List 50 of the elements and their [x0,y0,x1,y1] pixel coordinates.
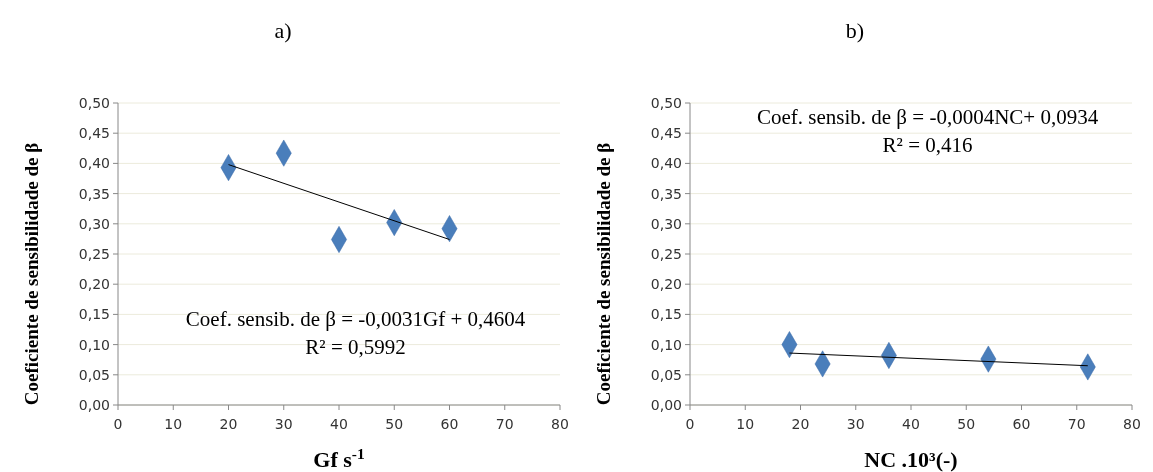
y-tick-label: 0,05 [78,366,110,383]
x-tick-label: 10 [164,416,183,432]
chart-title: b) [845,18,865,43]
x-tick-label: 0 [685,416,695,432]
y-tick-label: 0,50 [78,94,110,111]
y-tick-label: 0,05 [650,366,682,383]
annotation: R² = 0,5992 [305,335,406,360]
x-tick-label: 40 [330,416,348,432]
annotation: Coef. sensib. de β = -0,0031Gf + 0,4604 [185,307,526,332]
y-tick-label: 0,15 [78,306,110,323]
y-tick-label: 0,40 [78,155,110,172]
y-axis-title: Coeficiente de sensibilidade de β [21,142,42,406]
x-tick-label: 30 [274,416,293,432]
annotation: Coef. sensib. de β = -0,0004NC+ 0,0934 [756,105,1099,130]
x-tick-label: 80 [1123,416,1141,432]
x-axis-title: Gf s$^{-1}$ [313,444,365,472]
y-tick-label: 0,15 [650,306,682,323]
x-tick-label: 0 [113,416,123,432]
y-tick-label: 0,45 [650,125,682,142]
x-tick-label: 20 [791,416,810,432]
y-tick-label: 0,25 [650,245,682,262]
y-tick-label: 0,40 [650,155,682,172]
chart-title: a) [274,18,292,43]
y-tick-label: 0,20 [650,276,682,293]
y-tick-label: 0,45 [78,125,110,142]
x-tick-label: 80 [551,416,569,432]
x-tick-label: 30 [846,416,865,432]
x-tick-label: 50 [957,416,976,432]
y-tick-label: 0,10 [78,336,110,353]
y-tick-label: 0,20 [78,276,110,293]
x-tick-label: 10 [736,416,755,432]
y-tick-label: 0,35 [78,185,110,202]
y-tick-label: 0,10 [650,336,682,353]
x-axis-title: NC .10³(-) [864,447,958,472]
x-tick-label: 60 [440,416,459,432]
y-axis-title: Coeficiente de sensibilidade de β [593,142,614,406]
x-tick-label: 40 [902,416,920,432]
x-tick-label: 50 [385,416,404,432]
x-tick-label: 60 [1012,416,1031,432]
annotation: R² = 0,416 [882,133,973,158]
x-tick-label: 70 [495,416,514,432]
x-tick-label: 70 [1067,416,1086,432]
y-tick-label: 0,25 [78,245,110,262]
x-tick-label: 20 [219,416,238,432]
y-tick-label: 0,35 [650,185,682,202]
y-tick-label: 0,50 [650,94,682,111]
y-tick-label: 0,30 [78,215,110,232]
y-tick-label: 0,00 [78,396,110,413]
y-tick-label: 0,30 [650,215,682,232]
y-tick-label: 0,00 [650,396,682,413]
